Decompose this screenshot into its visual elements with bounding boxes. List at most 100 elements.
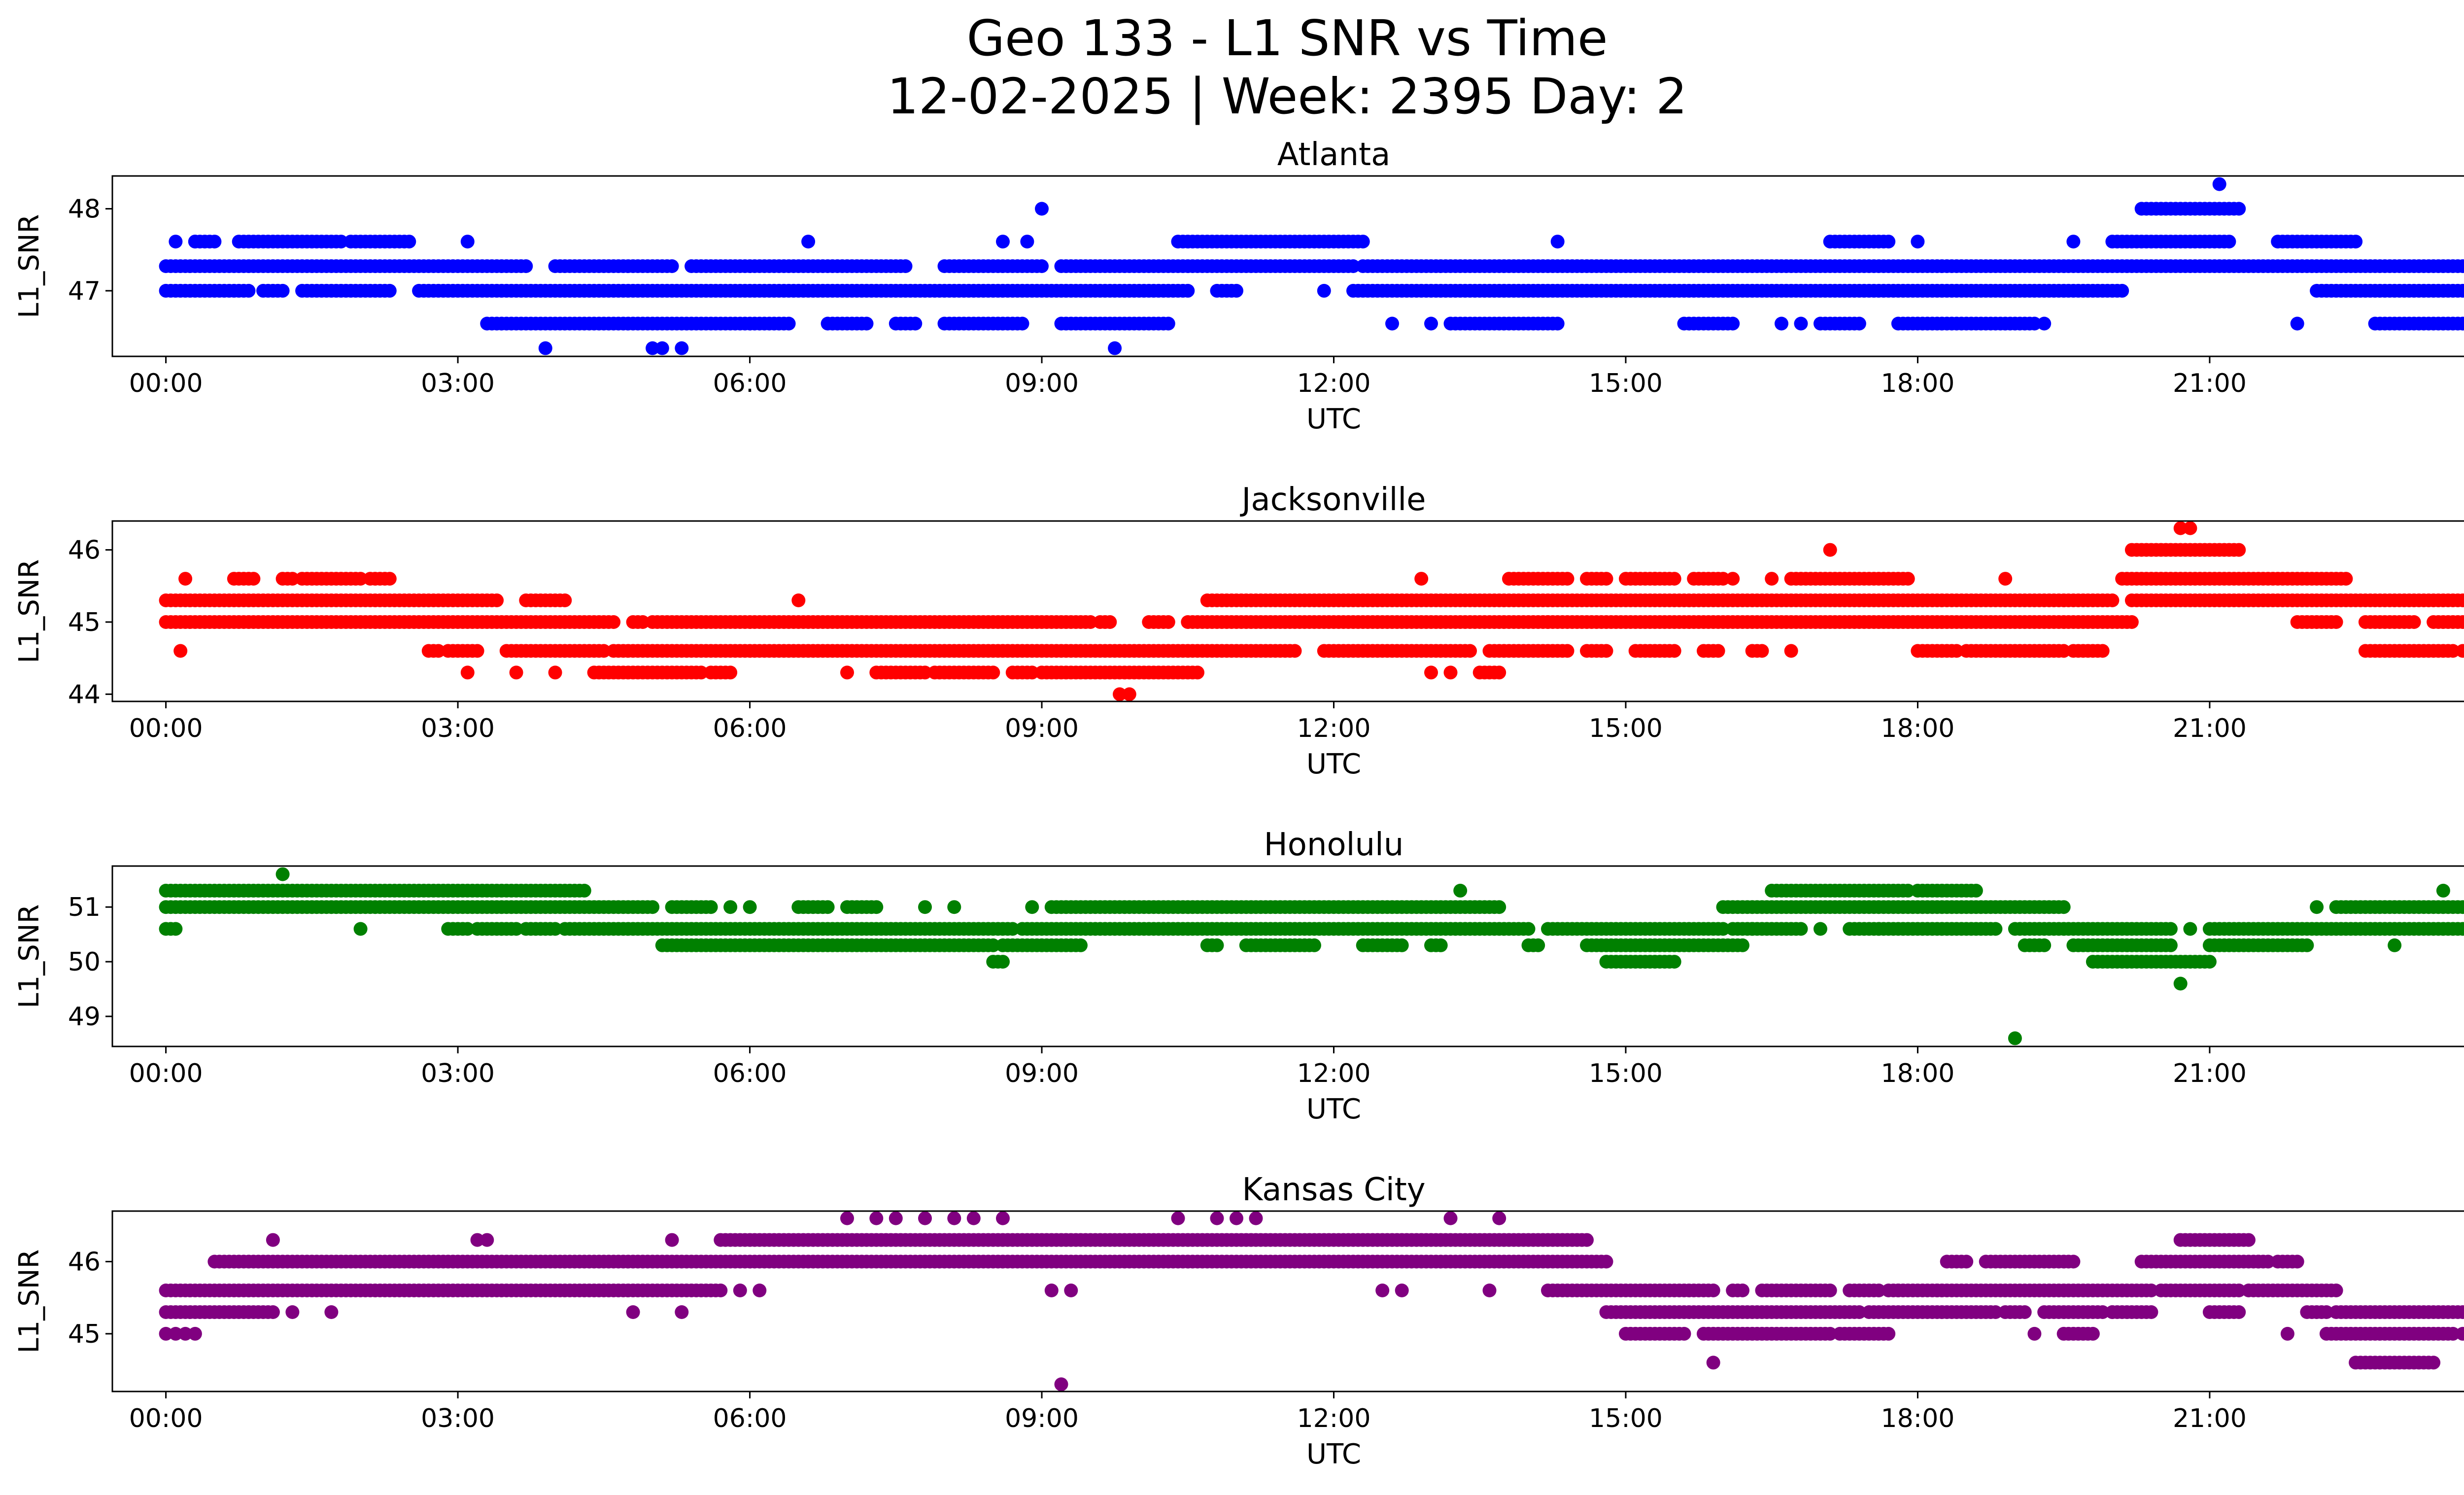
data-point [1317, 283, 1331, 298]
data-point [859, 316, 874, 331]
data-point [548, 665, 562, 680]
data-point [597, 644, 611, 658]
data-point [188, 1326, 202, 1341]
data-point [626, 1305, 640, 1319]
x-tick-label: 12:00 [1297, 714, 1371, 743]
x-tick-label: 09:00 [1005, 1404, 1079, 1433]
data-point [188, 235, 202, 249]
data-point [1521, 922, 1536, 936]
data-point [460, 235, 475, 249]
x-tick-label: 06:00 [713, 714, 787, 743]
data-point [704, 900, 718, 914]
data-points [159, 177, 2464, 355]
data-points [159, 1211, 2464, 1391]
data-point [1794, 922, 1808, 936]
data-point [1482, 1284, 1497, 1297]
data-point [1891, 1284, 1905, 1297]
data-point [241, 283, 256, 298]
data-point [723, 665, 738, 680]
data-point [723, 900, 738, 914]
data-point [2407, 615, 2421, 629]
data-point [1083, 615, 1097, 629]
x-axis-label: UTC [1306, 403, 1361, 435]
x-tick-label: 06:00 [713, 1404, 787, 1433]
data-point [1677, 1326, 1691, 1341]
y-tick-label: 44 [68, 680, 101, 709]
x-tick-label: 21:00 [2173, 1059, 2247, 1088]
x-tick-label: 21:00 [2173, 369, 2247, 398]
data-point [1667, 955, 1681, 969]
data-point [1424, 665, 1438, 680]
data-point [2037, 938, 2052, 952]
data-point [869, 900, 884, 914]
data-point [1191, 665, 1204, 680]
x-tick-label: 18:00 [1881, 1059, 1955, 1088]
data-point [2461, 317, 2464, 330]
data-point [178, 572, 193, 586]
data-point [1716, 572, 1730, 586]
x-tick-label: 03:00 [421, 714, 495, 743]
data-point [1161, 615, 1175, 629]
data-point [402, 235, 416, 249]
figure-subtitle: 12-02-2025 | Week: 2395 Day: 2 [887, 68, 1687, 125]
data-point [2056, 644, 2071, 658]
data-point [1599, 1254, 1613, 1269]
data-point [509, 922, 523, 936]
data-point [1823, 1326, 1837, 1341]
data-point [966, 1211, 981, 1225]
x-tick-label: 06:00 [713, 369, 787, 398]
data-point [1443, 665, 1458, 680]
data-point [753, 1284, 767, 1297]
data-point [2290, 316, 2304, 331]
data-point [1969, 883, 1983, 898]
data-point [1020, 235, 1034, 249]
data-point [1852, 316, 1866, 331]
data-point [986, 938, 1000, 952]
data-point [947, 1211, 961, 1225]
x-tick-label: 09:00 [1005, 714, 1079, 743]
data-point [694, 665, 708, 680]
data-point [1064, 1284, 1078, 1297]
data-point [173, 644, 188, 658]
data-point [2427, 1356, 2441, 1370]
data-point [2163, 922, 2178, 936]
x-axis-label: UTC [1306, 1438, 1361, 1470]
x-tick-label: 21:00 [2173, 1404, 2247, 1433]
data-point [1541, 615, 1555, 629]
data-point [275, 283, 290, 298]
data-point [743, 900, 757, 914]
data-point [1823, 1284, 1837, 1297]
data-point [1599, 644, 1613, 658]
y-tick-label: 45 [68, 608, 101, 637]
data-point [2446, 1326, 2460, 1341]
data-point [665, 1233, 679, 1247]
subplot-title: Atlanta [1277, 137, 1391, 173]
data-point [2436, 883, 2450, 898]
y-tick-label: 50 [68, 947, 101, 977]
data-point [382, 283, 397, 298]
data-point [714, 1284, 728, 1297]
data-point [1230, 283, 1243, 298]
data-point [2232, 202, 2246, 216]
data-point [1784, 644, 1798, 658]
data-point [665, 259, 679, 273]
x-tick-label: 00:00 [129, 1059, 203, 1088]
data-point [1882, 1326, 1896, 1341]
data-point [1122, 687, 1136, 701]
data-point [169, 1326, 183, 1341]
x-tick-label: 12:00 [1297, 369, 1371, 398]
data-point [2280, 1326, 2294, 1341]
data-point [382, 572, 397, 586]
data-point [782, 316, 796, 331]
data-point [558, 593, 572, 607]
data-point [898, 259, 913, 273]
data-point [675, 341, 689, 355]
data-point [2300, 938, 2314, 952]
data-point [1492, 665, 1506, 680]
data-point [538, 341, 552, 355]
data-point [2202, 955, 2217, 969]
subplot-title: Honolulu [1264, 827, 1404, 863]
